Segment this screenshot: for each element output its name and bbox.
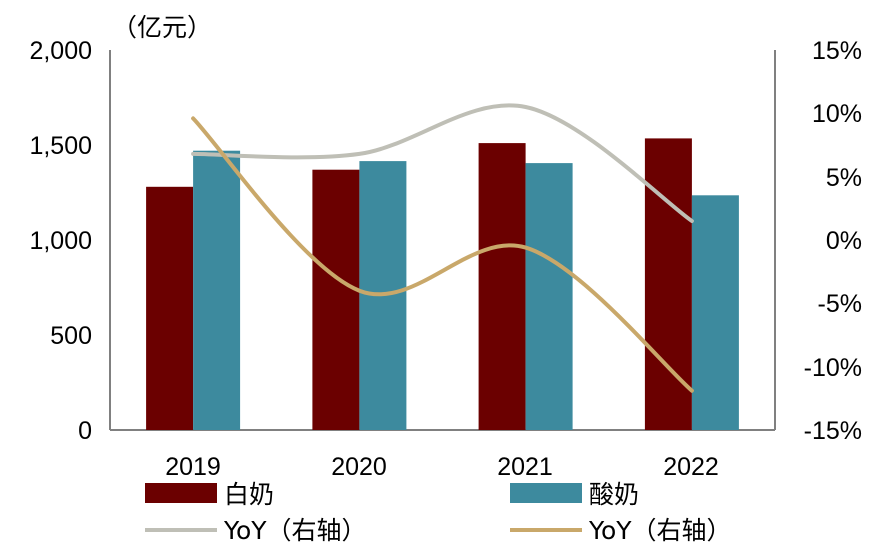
legend-label-suannai: 酸奶 xyxy=(589,480,639,509)
bar-baisui-2021 xyxy=(478,143,526,430)
left-y-tick-label: 500 xyxy=(50,322,92,350)
right-y-tick-labels: 15% 10% 5% 0% -5% -10% -15% xyxy=(804,37,862,445)
bar-suannai-2022 xyxy=(691,195,739,430)
bar-baisui-2019 xyxy=(146,186,194,430)
bar-suannai-2021 xyxy=(525,163,573,430)
legend-label-yoy-gold: YoY（右轴） xyxy=(588,516,732,545)
left-y-tick-label: 1,500 xyxy=(29,132,92,160)
legend-label-baisui: 白奶 xyxy=(224,480,274,509)
right-y-tick-label: 15% xyxy=(812,37,862,65)
right-y-tick-label: 5% xyxy=(826,164,862,192)
right-y-tick-label: -5% xyxy=(818,290,862,318)
x-tick-label: 2020 xyxy=(331,453,387,481)
legend-label-yoy-grey: YoY（右轴） xyxy=(223,516,367,545)
right-y-tick-label: -10% xyxy=(804,354,862,382)
bar-series-group xyxy=(146,138,739,430)
bar-baisui-2020 xyxy=(312,169,360,430)
bar-suannai-2019 xyxy=(193,150,241,430)
left-y-tick-label: 1,000 xyxy=(29,227,92,255)
legend: 白奶 酸奶 YoY（右轴） YoY（右轴） xyxy=(145,480,732,545)
x-tick-labels: 2019 2020 2021 2022 xyxy=(165,453,719,481)
line-series-group xyxy=(191,103,694,393)
right-y-tick-label: -15% xyxy=(804,417,862,445)
line-yoy-grey xyxy=(191,103,694,223)
line-yoy-gold xyxy=(191,116,694,393)
right-y-tick-label: 0% xyxy=(826,227,862,255)
left-y-tick-labels: 2,000 1,500 1,000 500 0 xyxy=(29,37,92,445)
x-tick-label: 2021 xyxy=(497,453,553,481)
legend-swatch-suannai xyxy=(510,483,582,503)
left-y-tick-label: 2,000 xyxy=(29,37,92,65)
right-y-tick-label: 10% xyxy=(812,100,862,128)
x-tick-label: 2019 xyxy=(165,453,221,481)
x-tick-label: 2022 xyxy=(663,453,719,481)
left-y-tick-label: 0 xyxy=(78,417,92,445)
legend-swatch-baisui xyxy=(145,483,217,503)
unit-label: （亿元） xyxy=(112,13,212,42)
